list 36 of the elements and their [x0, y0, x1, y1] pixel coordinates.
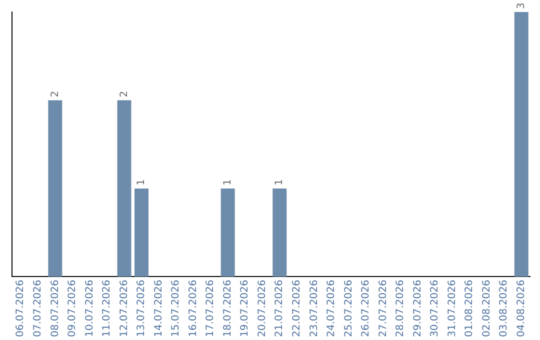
data-label: 2 [118, 90, 130, 98]
x-tick-label: 26.07.2026 [360, 280, 372, 338]
x-tick-label: 16.07.2026 [188, 280, 199, 338]
x-tick-label: 13.07.2026 [136, 280, 148, 338]
data-label: 3 [516, 2, 527, 9]
x-tick-label: 31.07.2026 [446, 280, 458, 338]
x-tick-label: 14.07.2026 [153, 280, 164, 338]
x-tick-label: 04.08.2026 [516, 280, 527, 338]
x-tick-label: 03.08.2026 [498, 280, 510, 338]
x-tick-label: 07.07.2026 [32, 280, 44, 338]
x-tick-label: 10.07.2026 [84, 280, 96, 338]
x-tick-label: 01.08.2026 [464, 280, 476, 338]
x-tick-label: 19.07.2026 [240, 280, 251, 338]
data-label: 1 [136, 179, 148, 186]
x-tick-label: 17.07.2026 [205, 280, 216, 338]
x-tick-label: 24.07.2026 [326, 280, 338, 338]
data-label: 1 [274, 179, 286, 186]
x-tick-label: 28.07.2026 [395, 280, 406, 338]
x-tick-label: 22.07.2026 [291, 280, 302, 338]
x-tick-label: 09.07.2026 [67, 280, 78, 338]
x-tick-label: 21.07.2026 [274, 280, 286, 338]
x-tick-label: 06.07.2026 [15, 280, 26, 338]
x-tick-label: 02.08.2026 [481, 280, 492, 338]
x-tick-label: 12.07.2026 [118, 280, 130, 338]
x-tick-label: 11.07.2026 [102, 280, 113, 338]
x-tick-label: 15.07.2026 [170, 280, 182, 338]
x-tick-label: 08.07.2026 [50, 280, 61, 338]
x-tick-label: 23.07.2026 [308, 280, 320, 338]
x-tick-label: 18.07.2026 [222, 280, 234, 338]
data-label: 1 [222, 179, 234, 186]
x-tick-label: 25.07.2026 [343, 280, 354, 338]
x-tick-label: 20.07.2026 [256, 280, 268, 338]
x-tick-label: 29.07.2026 [412, 280, 424, 338]
x-tick-label: 27.07.2026 [378, 280, 389, 338]
x-tick-label: 30.07.2026 [430, 280, 441, 338]
data-label: 2 [50, 90, 61, 98]
